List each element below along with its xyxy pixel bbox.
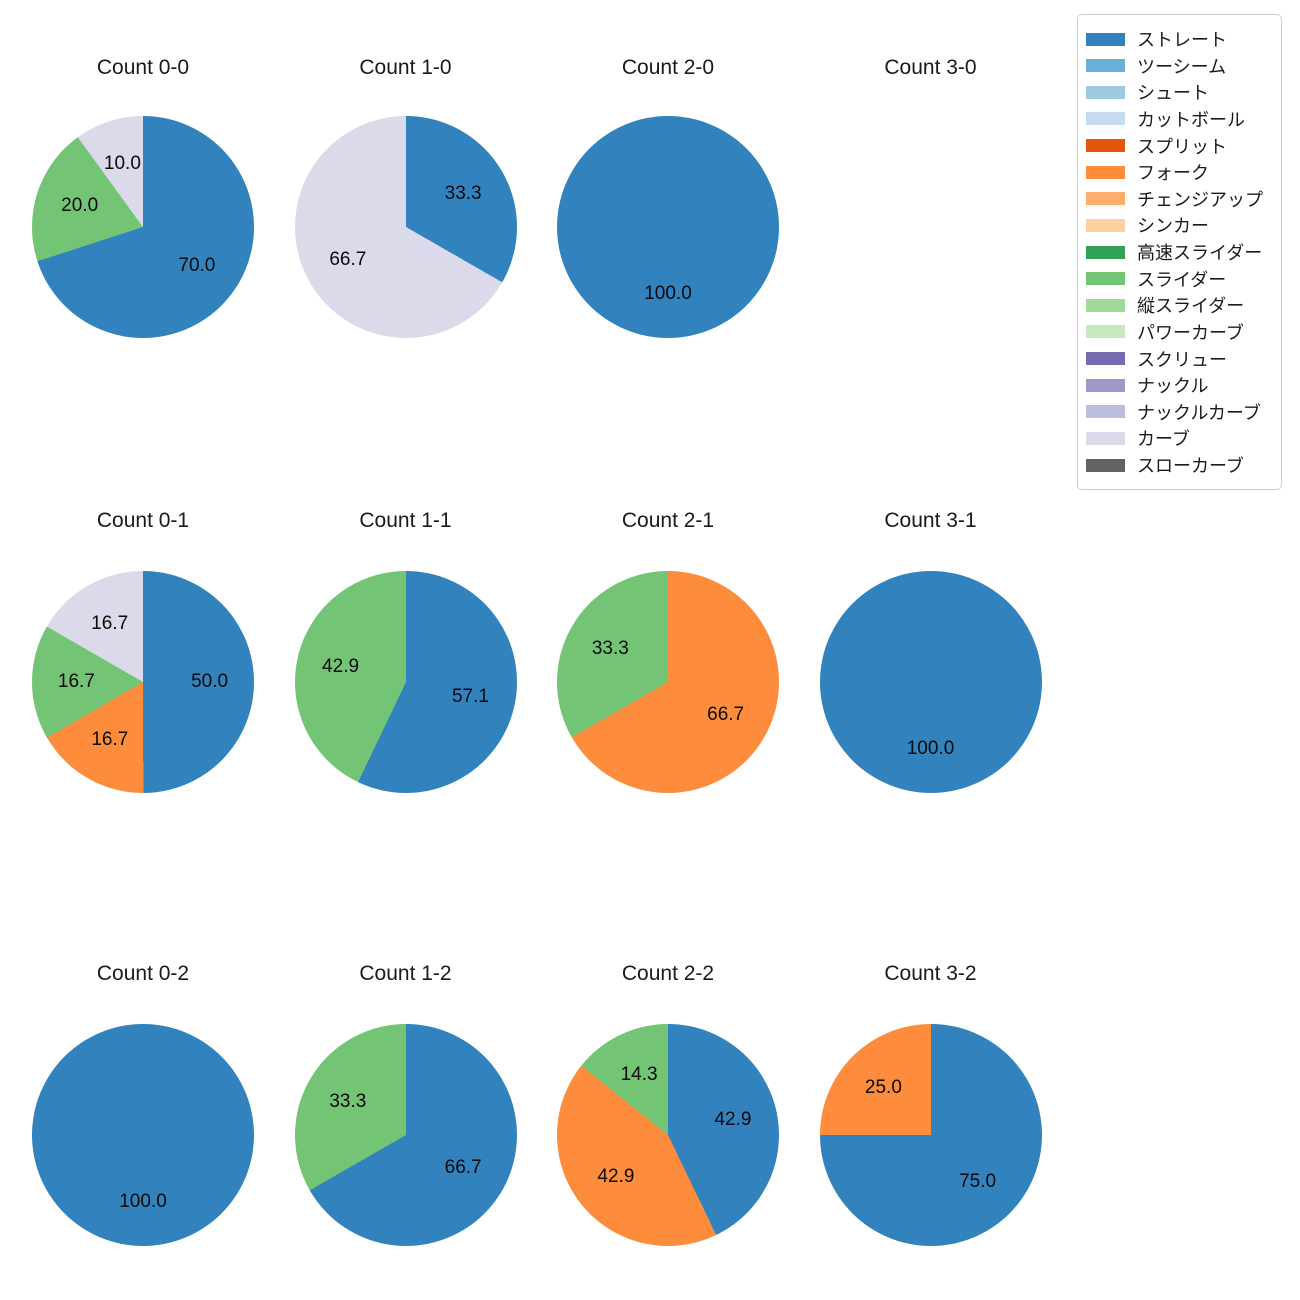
legend: ストレートツーシームシュートカットボール スプリットフォークチェンジアップ シンカー… (1077, 14, 1282, 490)
legend-item-label: ナックル (1137, 376, 1209, 397)
legend-item-label: スクリュー (1137, 349, 1227, 370)
pie-chart (32, 571, 254, 793)
pie-title: Count 2-2 (621, 962, 715, 985)
legend-color-swatch (1086, 431, 1125, 445)
pie-chart (294, 116, 517, 338)
pct-label: 20.0 (61, 195, 99, 217)
legend-item: ナックルカーブ (1086, 399, 1271, 425)
pie-title: Count 0-0 (96, 56, 190, 79)
legend-item-label: ツーシーム (1137, 56, 1227, 77)
legend-item-label: ストレート (1137, 30, 1227, 50)
pct-label: 16.7 (91, 728, 129, 750)
legend-color-swatch (1086, 458, 1125, 472)
legend-color-swatch (1086, 325, 1125, 339)
pie-title: Count 1-1 (359, 509, 452, 532)
pct-label: 100.0 (644, 282, 692, 304)
legend-item-label: スライダー (1137, 269, 1227, 290)
pct-label: 33.3 (591, 637, 629, 659)
pie-title: Count 3-2 (884, 962, 977, 985)
legend-item: シンカー (1086, 212, 1271, 238)
pct-label: 16.7 (57, 671, 95, 693)
legend-item: ストレート (1086, 26, 1271, 52)
pct-label: 66.7 (707, 704, 745, 726)
legend-item-label: パワーカーブ (1137, 322, 1244, 343)
legend-item-label: シンカー (1137, 216, 1209, 237)
legend-item: スローカーブ (1086, 452, 1271, 478)
legend-color-swatch (1086, 218, 1125, 232)
legend-item: ナックル (1086, 372, 1271, 398)
legend-item-label: 縦スライダー (1137, 296, 1245, 317)
pct-label: 42.9 (714, 1109, 752, 1131)
legend-item-label: 高速スライダー (1137, 243, 1263, 263)
legend-item-label: ナックルカーブ (1137, 402, 1261, 423)
legend-color-swatch (1086, 112, 1125, 126)
pie-title: Count 3-0 (884, 56, 977, 79)
legend-item: フォーク (1086, 159, 1271, 185)
pie-chart (557, 571, 779, 793)
legend-color-swatch (1086, 272, 1125, 286)
legend-item: カーブ (1086, 425, 1271, 451)
legend-item: 縦スライダー (1086, 292, 1271, 318)
pie-title: Count 1-0 (359, 56, 452, 79)
legend-color-swatch (1086, 298, 1125, 312)
pie-title: Count 2-0 (621, 56, 715, 79)
legend-item-label: フォーク (1137, 163, 1209, 184)
legend-item: パワーカーブ (1086, 319, 1271, 345)
legend-item: シュート (1086, 79, 1271, 105)
pie-title: Count 0-1 (96, 509, 190, 532)
legend-item-label: カーブ (1137, 429, 1190, 450)
legend-item: ツーシーム (1086, 53, 1271, 79)
pct-label: 66.7 (444, 1157, 482, 1179)
legend-item-label: シュート (1137, 83, 1209, 104)
pie-chart (557, 116, 779, 338)
legend-color-swatch (1086, 352, 1125, 365)
pie-chart (819, 571, 1042, 793)
pie-title: Count 1-2 (359, 962, 452, 985)
legend-item: チェンジアップ (1086, 186, 1271, 212)
pie-chart (294, 571, 517, 793)
legend-color-swatch (1086, 192, 1125, 206)
legend-item-label: スローカーブ (1137, 456, 1244, 476)
legend-color-swatch (1086, 139, 1125, 152)
legend-item: カットボール (1086, 106, 1271, 132)
pct-label: 33.3 (444, 182, 482, 204)
pie-chart (294, 1024, 517, 1246)
pct-label: 16.7 (91, 613, 129, 635)
pct-label: 14.3 (620, 1063, 658, 1085)
legend-item: スプリット (1086, 133, 1271, 159)
legend-item-label: スプリット (1137, 136, 1227, 157)
legend-item: スライダー (1086, 266, 1271, 292)
legend-color-swatch (1086, 32, 1125, 46)
pct-label: 66.7 (329, 249, 367, 271)
legend-color-swatch (1086, 405, 1125, 419)
pct-label: 42.9 (597, 1165, 635, 1187)
pct-label: 10.0 (103, 152, 141, 174)
pct-label: 100.0 (906, 737, 955, 759)
pie-title: Count 3-1 (884, 509, 977, 532)
pct-label: 57.1 (451, 685, 489, 707)
pct-label: 75.0 (959, 1171, 997, 1193)
pie-title: Count 2-1 (621, 509, 715, 532)
pct-label: 100.0 (119, 1190, 167, 1212)
legend-color-swatch (1086, 59, 1125, 73)
legend-color-swatch (1086, 378, 1125, 392)
legend-color-swatch (1086, 245, 1125, 259)
legend-item: 高速スライダー (1086, 239, 1271, 265)
pct-label: 70.0 (178, 255, 216, 277)
legend-item: スクリュー (1086, 346, 1271, 372)
pct-label: 42.9 (322, 656, 360, 678)
pie-chart (32, 116, 254, 338)
pie-title: Count 0-2 (96, 962, 190, 985)
pie-chart (819, 1024, 1042, 1246)
pct-label: 33.3 (329, 1090, 367, 1112)
legend-item-label: カットボール (1137, 109, 1245, 130)
legend-item-label: チェンジアップ (1137, 189, 1263, 210)
legend-color-swatch (1086, 85, 1125, 99)
pct-label: 25.0 (864, 1076, 902, 1098)
pie-chart (557, 1024, 779, 1246)
legend-color-swatch (1086, 165, 1125, 179)
pct-label: 50.0 (191, 670, 229, 692)
pie-chart (32, 1024, 254, 1246)
